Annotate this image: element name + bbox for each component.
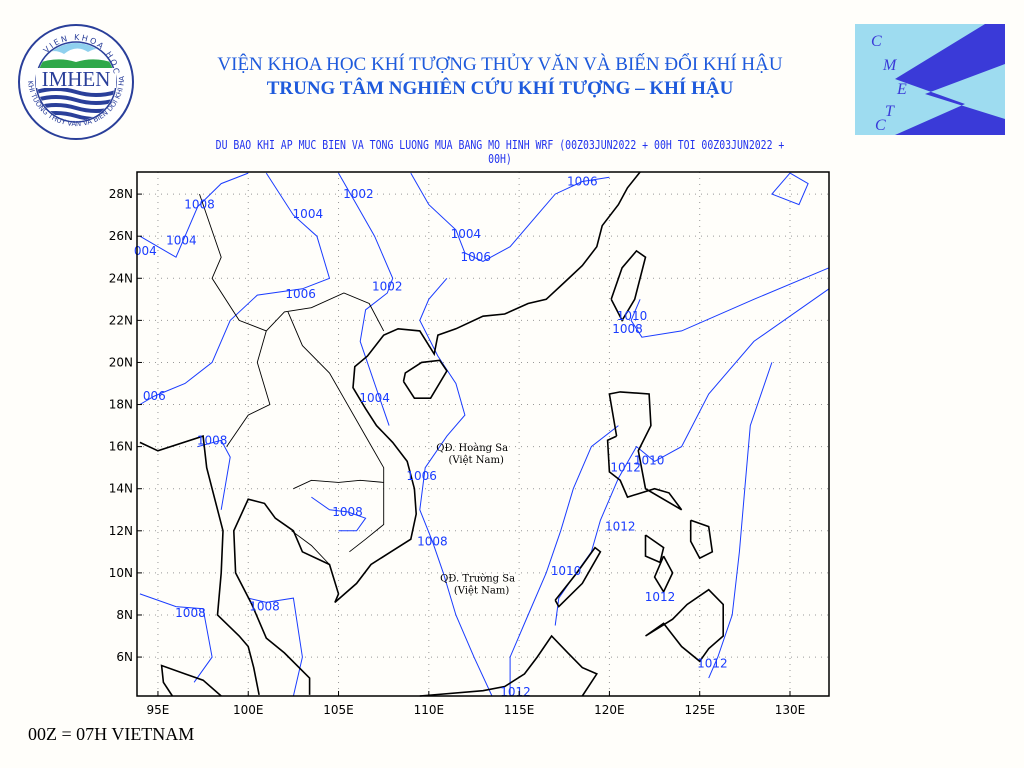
coastline-hainan xyxy=(402,359,448,400)
logo-text: IMHEN xyxy=(42,67,111,91)
isobar-label: 006 xyxy=(143,389,166,403)
isobar-label: 1002 xyxy=(343,187,374,201)
svg-text:C: C xyxy=(875,117,886,134)
coastline-luzon xyxy=(606,391,683,511)
border-line xyxy=(199,193,271,447)
border-line xyxy=(349,482,385,553)
isobar-label: 1006 xyxy=(567,174,598,188)
coastline-sumatra xyxy=(160,664,222,697)
svg-text:T: T xyxy=(885,103,895,120)
lat-tick-label: 6N xyxy=(116,650,133,664)
imhen-logo: IMHEN VIEN KHOA HOC KHI TUONG THUY VAN V… xyxy=(16,22,134,140)
isobar xyxy=(139,593,213,683)
place-label: QĐ. Hoàng Sa xyxy=(436,443,508,454)
isobar-label: 1008 xyxy=(332,505,363,519)
isobar xyxy=(630,267,830,338)
lon-tick-label: 105E xyxy=(323,703,354,717)
lat-tick-label: 28N xyxy=(109,187,133,201)
isobar-label: 1004 xyxy=(359,391,390,405)
coastline-mainland xyxy=(139,435,260,696)
isobar xyxy=(509,425,619,696)
isobar-label: 1008 xyxy=(249,600,280,614)
isobar xyxy=(248,597,303,697)
isobar-label: 1008 xyxy=(184,198,215,212)
map-frame xyxy=(136,171,830,697)
lon-tick-label: 95E xyxy=(147,703,170,717)
place-sublabel: (Việt Nam) xyxy=(454,585,509,596)
isobar-label: 1008 xyxy=(417,534,448,548)
coastline-peninsulaE xyxy=(232,171,641,695)
time-note: 00Z = 07H VIETNAM xyxy=(28,724,195,744)
place-sublabel: (Việt Nam) xyxy=(448,455,503,466)
lat-tick-label: 14N xyxy=(109,482,133,496)
isobar xyxy=(197,439,231,510)
coastline-samar xyxy=(689,519,714,560)
isobar-label: 1006 xyxy=(285,287,316,301)
lat-tick-label: 12N xyxy=(109,524,133,538)
lon-tick-label: 130E xyxy=(775,703,806,717)
lon-tick-label: 115E xyxy=(504,703,535,717)
lat-tick-label: 24N xyxy=(109,271,133,285)
coastline-negros xyxy=(653,555,674,594)
isobar xyxy=(554,288,830,626)
isobar-label: 1012 xyxy=(610,461,641,475)
isobar xyxy=(139,172,331,405)
isobar xyxy=(410,172,610,262)
isobar-label: 1012 xyxy=(605,520,636,534)
lat-tick-label: 8N xyxy=(116,608,133,622)
place-label: QĐ. Trường Sa xyxy=(440,573,515,584)
isobar-label: 1004 xyxy=(166,233,197,247)
isobar-label: 1006 xyxy=(406,469,437,483)
lat-tick-label: 20N xyxy=(109,355,133,369)
center-name: TRUNG TÂM NGHIÊN CỨU KHÍ TƯỢNG – KHÍ HẬU xyxy=(266,78,734,99)
lat-tick-label: 26N xyxy=(109,229,133,243)
isobar-label: 1008 xyxy=(197,433,228,447)
lat-tick-label: 18N xyxy=(109,398,133,412)
isobar xyxy=(311,496,367,532)
institute-name: VIỆN KHOA HỌC KHÍ TƯỢNG THỦY VĂN VÀ BIẾN… xyxy=(217,54,783,75)
isobar-label: 1004 xyxy=(293,207,324,221)
coastline-taiwan xyxy=(610,249,647,323)
coastline-palawan xyxy=(554,546,602,608)
border-line xyxy=(287,311,385,483)
isobar-label: 1008 xyxy=(175,606,206,620)
coastline-borneo xyxy=(419,634,598,697)
coastline-mindanao xyxy=(645,588,725,663)
lon-tick-label: 125E xyxy=(684,703,715,717)
svg-text:M: M xyxy=(882,57,898,74)
map-title: DU BAO KHI AP MUC BIEN VA TONG LUONG MUA… xyxy=(215,138,785,166)
lat-tick-label: 22N xyxy=(109,313,133,327)
border-line xyxy=(291,530,330,565)
isobar xyxy=(771,172,809,206)
isobar-label: 1010 xyxy=(617,309,648,323)
lat-tick-label: 10N xyxy=(109,566,133,580)
isobar-label: 1010 xyxy=(551,564,582,578)
lon-tick-label: 110E xyxy=(414,703,445,717)
svg-text:C: C xyxy=(871,33,882,50)
isobar-label: 1002 xyxy=(372,280,403,294)
border-line xyxy=(293,479,384,490)
border-line xyxy=(265,292,385,332)
svg-text:E: E xyxy=(896,81,907,98)
isobar-label: 1006 xyxy=(461,250,492,264)
isobar xyxy=(419,277,493,697)
lon-tick-label: 100E xyxy=(233,703,264,717)
lon-tick-label: 120E xyxy=(594,703,625,717)
isobar-label: 1012 xyxy=(645,590,676,604)
isobar-label: 1004 xyxy=(451,227,482,241)
isobar-label: 1008 xyxy=(612,322,643,336)
isobar xyxy=(139,172,249,258)
isobar-label: 004 xyxy=(134,244,157,258)
isobar-label: 1012 xyxy=(697,656,728,670)
isobar xyxy=(708,362,773,679)
coastline-panay xyxy=(644,534,665,564)
isobar-label: 1010 xyxy=(634,453,665,467)
isobar xyxy=(338,172,394,426)
lat-tick-label: 16N xyxy=(109,440,133,454)
